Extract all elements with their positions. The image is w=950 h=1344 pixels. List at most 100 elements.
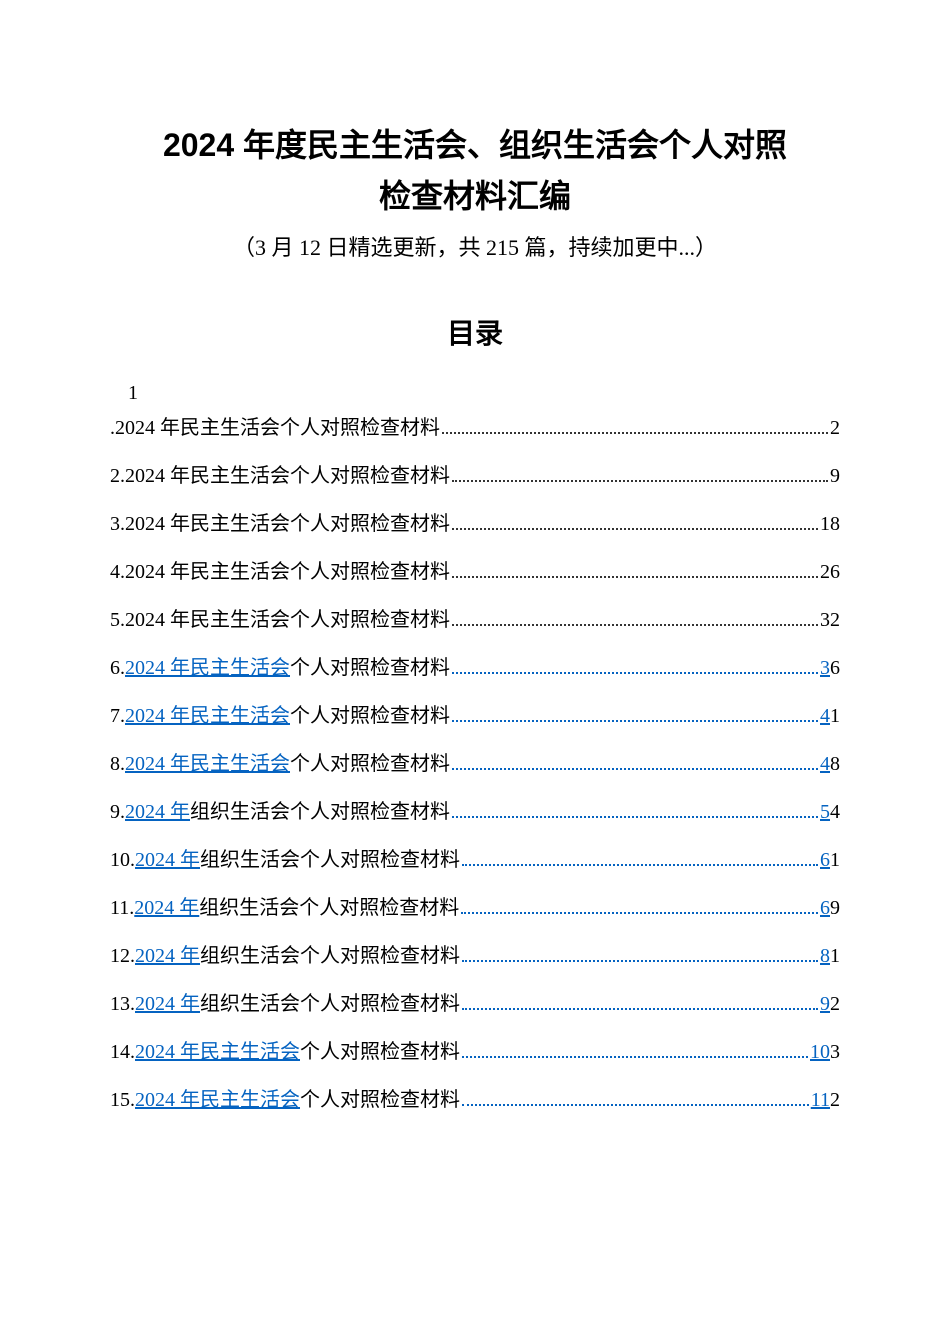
- toc-prefix: 4.: [110, 561, 125, 583]
- toc-plain-text: 个人对照检查材料: [290, 753, 450, 775]
- toc-prefix: 10.: [110, 849, 135, 871]
- toc-page-linked[interactable]: 8: [820, 945, 830, 967]
- toc-page-linked[interactable]: 11: [811, 1089, 830, 1111]
- toc-page: 26: [820, 557, 840, 587]
- toc-prefix: 9.: [110, 801, 125, 823]
- toc-page-plain: 6: [830, 657, 840, 679]
- toc-prefix: 13.: [110, 993, 135, 1015]
- toc-page-linked[interactable]: 5: [820, 801, 830, 823]
- toc-page[interactable]: 81: [820, 941, 840, 971]
- toc-linked-text[interactable]: 2024 年: [125, 801, 190, 823]
- toc-page-plain: 1: [830, 705, 840, 727]
- toc-dots: [462, 864, 818, 866]
- toc-plain-text: 组织生活会个人对照检查材料: [200, 849, 460, 871]
- toc-dots: [452, 576, 818, 578]
- toc-label: 2.2024 年民主生活会个人对照检查材料: [110, 461, 450, 491]
- main-title-line2: 检查材料汇编: [110, 171, 840, 222]
- toc-page[interactable]: 41: [820, 701, 840, 731]
- toc-linked-text[interactable]: 2024 年: [134, 897, 199, 919]
- toc-page[interactable]: 36: [820, 653, 840, 683]
- toc-row: 8.2024 年民主生活会个人对照检查材料 48: [110, 749, 840, 779]
- toc-page-linked[interactable]: 4: [820, 705, 830, 727]
- toc-linked-text[interactable]: 2024 年: [135, 849, 200, 871]
- toc-plain-text: 2024 年民主生活会个人对照检查材料: [125, 561, 450, 583]
- toc-page-plain: 8: [830, 753, 840, 775]
- toc-prefix: 5.: [110, 609, 125, 631]
- toc-dots: [452, 768, 818, 770]
- toc-page-plain: 3: [830, 1041, 840, 1063]
- toc-prefix: 15.: [110, 1089, 135, 1111]
- toc-prefix: 12.: [110, 945, 135, 967]
- toc-page-linked[interactable]: 9: [820, 993, 830, 1015]
- toc-page-linked[interactable]: 6: [820, 897, 830, 919]
- toc-row: 9.2024 年组织生活会个人对照检查材料 54: [110, 797, 840, 827]
- toc-row: 14.2024 年民主生活会个人对照检查材料 103: [110, 1037, 840, 1067]
- toc-page-plain: 9: [830, 897, 840, 919]
- toc-row: 15.2024 年民主生活会个人对照检查材料 112: [110, 1085, 840, 1115]
- toc-page[interactable]: 61: [820, 845, 840, 875]
- toc-label[interactable]: 12.2024 年组织生活会个人对照检查材料: [110, 941, 460, 971]
- toc-prefix: 7.: [110, 705, 125, 727]
- toc-label[interactable]: 8.2024 年民主生活会个人对照检查材料: [110, 749, 450, 779]
- toc-row: 12.2024 年组织生活会个人对照检查材料 81: [110, 941, 840, 971]
- toc-page-linked[interactable]: 3: [820, 657, 830, 679]
- toc-label[interactable]: 15.2024 年民主生活会个人对照检查材料: [110, 1085, 460, 1115]
- toc-plain-text: 个人对照检查材料: [290, 657, 450, 679]
- toc-plain-text: 个人对照检查材料: [300, 1089, 460, 1111]
- toc-label[interactable]: 9.2024 年组织生活会个人对照检查材料: [110, 797, 450, 827]
- toc-page[interactable]: 92: [820, 989, 840, 1019]
- toc-linked-text[interactable]: 2024 年民主生活会: [125, 753, 290, 775]
- toc-plain-text: 2024 年民主生活会个人对照检查材料: [125, 465, 450, 487]
- toc-page[interactable]: 48: [820, 749, 840, 779]
- toc-label: .2024 年民主生活会个人对照检查材料: [110, 413, 440, 443]
- toc-label[interactable]: 14.2024 年民主生活会个人对照检查材料: [110, 1037, 460, 1067]
- toc-row: 5.2024 年民主生活会个人对照检查材料32: [110, 605, 840, 635]
- toc-dots: [462, 960, 818, 962]
- toc-first-number: 1: [128, 382, 840, 405]
- toc-linked-text[interactable]: 2024 年民主生活会: [135, 1089, 300, 1111]
- toc-page[interactable]: 112: [811, 1085, 840, 1115]
- toc-linked-text[interactable]: 2024 年民主生活会: [125, 657, 290, 679]
- toc-page-linked[interactable]: 4: [820, 753, 830, 775]
- toc-prefix: 2.: [110, 465, 125, 487]
- toc-plain-text: 组织生活会个人对照检查材料: [200, 945, 460, 967]
- toc-prefix: 8.: [110, 753, 125, 775]
- toc-label[interactable]: 6.2024 年民主生活会个人对照检查材料: [110, 653, 450, 683]
- toc-heading: 目录: [110, 312, 840, 352]
- toc-label[interactable]: 11.2024 年组织生活会个人对照检查材料: [110, 893, 459, 923]
- toc-row: 13.2024 年组织生活会个人对照检查材料 92: [110, 989, 840, 1019]
- toc-dots: [452, 480, 828, 482]
- toc-page[interactable]: 54: [820, 797, 840, 827]
- toc-page-plain: 4: [830, 801, 840, 823]
- toc-dots: [462, 1104, 809, 1106]
- toc-row: 4.2024 年民主生活会个人对照检查材料 26: [110, 557, 840, 587]
- toc-page-linked[interactable]: 6: [820, 849, 830, 871]
- toc-page-plain: 32: [820, 609, 840, 631]
- title-block: 2024 年度民主生活会、组织生活会个人对照 检查材料汇编 （3 月 12 日精…: [110, 120, 840, 262]
- toc-label: 3.2024 年民主生活会个人对照检查材料: [110, 509, 450, 539]
- toc-linked-text[interactable]: 2024 年: [135, 993, 200, 1015]
- toc-page: 9: [830, 461, 840, 491]
- toc-page[interactable]: 69: [820, 893, 840, 923]
- toc-row: 10.2024 年组织生活会个人对照检查材料 61: [110, 845, 840, 875]
- toc-linked-text[interactable]: 2024 年民主生活会: [125, 705, 290, 727]
- toc-dots: [461, 912, 818, 914]
- toc-page-plain: 1: [830, 849, 840, 871]
- toc-linked-text[interactable]: 2024 年民主生活会: [135, 1041, 300, 1063]
- toc-page-plain: 2: [830, 417, 840, 439]
- toc-page-linked[interactable]: 10: [810, 1041, 830, 1063]
- toc-prefix: 3.: [110, 513, 125, 535]
- toc-prefix: 11.: [110, 897, 134, 919]
- toc-prefix: 14.: [110, 1041, 135, 1063]
- toc-dots: [442, 432, 828, 434]
- toc-label[interactable]: 10.2024 年组织生活会个人对照检查材料: [110, 845, 460, 875]
- toc-label[interactable]: 7.2024 年民主生活会个人对照检查材料: [110, 701, 450, 731]
- toc-label[interactable]: 13.2024 年组织生活会个人对照检查材料: [110, 989, 460, 1019]
- toc-page[interactable]: 103: [810, 1037, 840, 1067]
- toc-page: 32: [820, 605, 840, 635]
- toc-linked-text[interactable]: 2024 年: [135, 945, 200, 967]
- toc-page: 18: [820, 509, 840, 539]
- toc-plain-text: 组织生活会个人对照检查材料: [200, 993, 460, 1015]
- toc-page-plain: 9: [830, 465, 840, 487]
- toc-row: 6.2024 年民主生活会个人对照检查材料 36: [110, 653, 840, 683]
